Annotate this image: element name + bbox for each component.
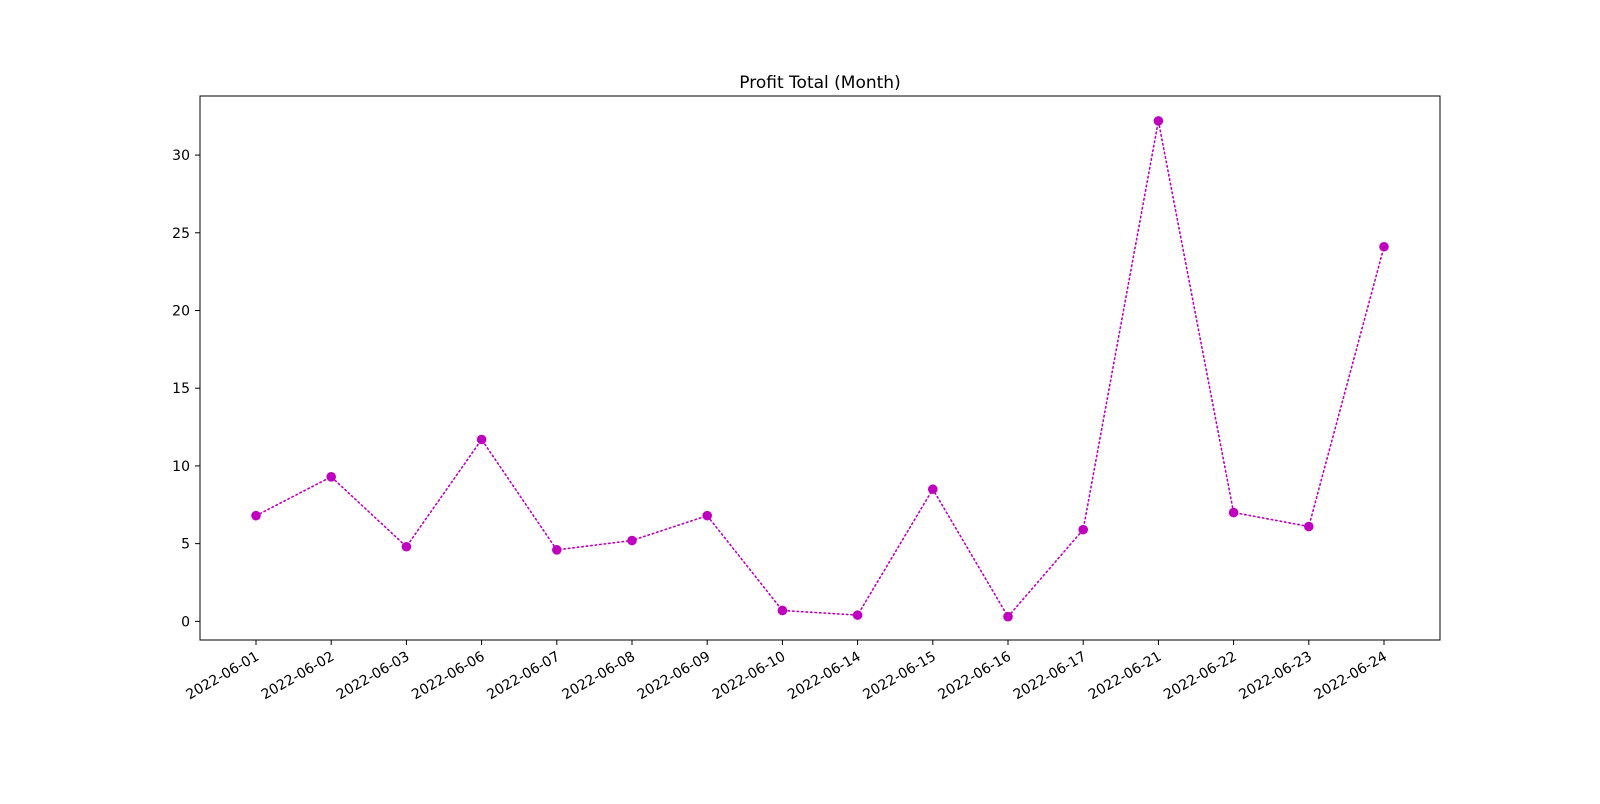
data-point [777,605,788,616]
plot-frame [199,95,1441,641]
x-tick-label: 2022-06-22 [1161,649,1239,704]
data-point [1003,611,1013,622]
x-tick-label: 2022-06-03 [334,649,412,704]
x-tick-label: 2022-06-21 [1086,649,1164,704]
series-line [255,120,1385,619]
x-tick-label: 2022-06-15 [860,649,938,704]
x-tick-label: 2022-06-02 [259,649,337,704]
data-point [1078,524,1088,535]
x-tick-label: 2022-06-06 [409,649,488,704]
y-tick-label: 10 [172,459,190,475]
data-point [1228,507,1239,518]
x-tick-label: 2022-06-23 [1236,649,1314,704]
plot-area: 0510152025302022-06-012022-06-022022-06-… [172,95,1441,704]
x-tick-label: 2022-06-09 [635,649,713,704]
x-tick-label: 2022-06-16 [936,649,1015,704]
data-point [251,510,261,521]
x-tick-label: 2022-06-07 [484,649,562,704]
y-tick-label: 20 [172,303,190,319]
y-tick-label: 0 [181,614,190,630]
y-tick-label: 25 [172,226,190,242]
x-tick-label: 2022-06-17 [1011,649,1089,704]
data-point [1379,241,1389,252]
data-point [1304,521,1314,532]
x-tick-label: 2022-06-10 [710,649,788,704]
chart-title: Profit Total (Month) [739,73,900,93]
x-tick-label: 2022-06-14 [785,649,864,704]
data-point [401,541,412,552]
data-point [552,545,562,555]
data-point [702,510,712,521]
x-tick-label: 2022-06-24 [1312,649,1391,704]
data-point [476,434,487,445]
x-tick-label: 2022-06-08 [560,649,638,704]
data-point [852,610,863,620]
data-point [326,472,337,482]
y-tick-label: 5 [181,537,190,553]
data-point [627,535,637,546]
y-tick-label: 15 [172,381,190,397]
x-tick-label: 2022-06-01 [184,649,262,704]
y-tick-label: 30 [172,148,190,164]
data-point [928,484,938,495]
data-point [1153,116,1164,126]
